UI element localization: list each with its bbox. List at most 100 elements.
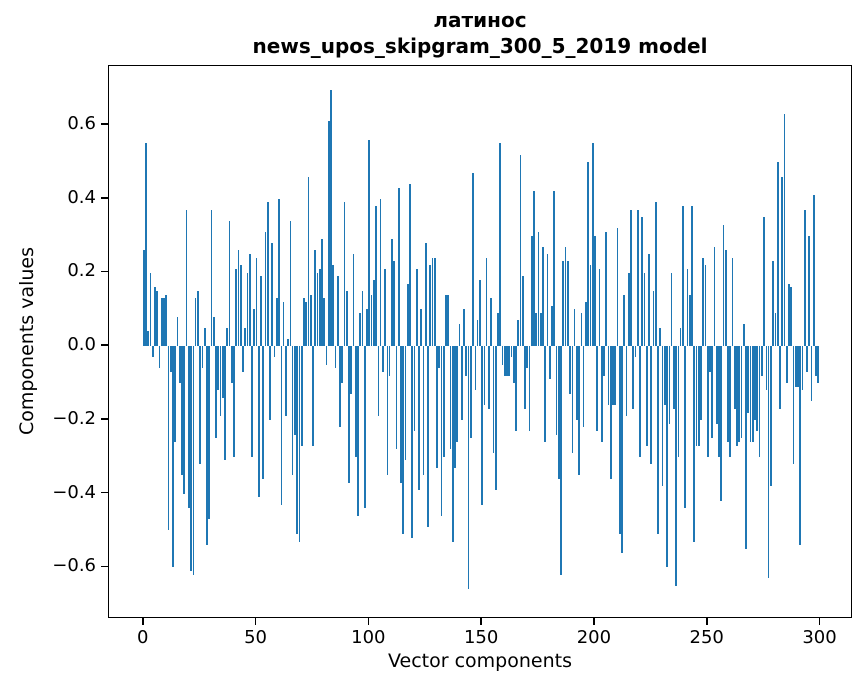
bar-component-60: [278, 198, 280, 347]
bar-component-207: [609, 346, 612, 479]
bar-component-181: [551, 305, 553, 347]
bar-component-168: [521, 276, 524, 347]
bar-component-230: [661, 346, 664, 487]
bar-component-287: [790, 287, 793, 347]
bar-component-125: [424, 243, 427, 347]
chart-title-model: news_upos_skipgram_300_5_2019 model: [252, 34, 708, 58]
y-tick-mark: [101, 344, 108, 346]
bar-component-219: [636, 209, 639, 347]
bar-component-19: [185, 209, 188, 347]
bar-component-185: [560, 346, 562, 575]
bar-component-216: [630, 209, 632, 347]
bar-component-299: [817, 346, 820, 384]
y-tick-mark: [101, 196, 108, 199]
bar-component-131: [438, 346, 441, 369]
bar-component-147: [474, 346, 477, 391]
chart-title: латинос news_upos_skipgram_300_5_2019 mo…: [108, 7, 852, 59]
bar-component-59: [275, 298, 278, 347]
bar-component-18: [183, 346, 186, 494]
bar-component-74: [309, 294, 312, 347]
bar-component-186: [562, 261, 565, 347]
bar-component-282: [779, 346, 781, 409]
bar-component-269: [749, 346, 752, 443]
bar-component-90: [345, 290, 348, 347]
bar-component-67: [294, 346, 296, 435]
bar-component-262: [733, 346, 736, 409]
bar-component-193: [578, 346, 580, 476]
bar-component-35: [221, 346, 224, 398]
bar-component-258: [724, 250, 727, 347]
bar-component-272: [756, 346, 759, 431]
bar-component-41: [235, 268, 238, 347]
bar-component-44: [242, 346, 244, 372]
x-tick-label: 200: [576, 627, 612, 648]
bar-component-290: [797, 346, 799, 387]
bar-component-244: [693, 346, 696, 542]
bar-component-3: [149, 272, 152, 347]
bar-component-142: [463, 309, 465, 347]
bar-component-184: [557, 346, 560, 479]
bar-component-253: [713, 246, 716, 347]
bar-component-156: [494, 346, 497, 490]
x-tick-mark: [593, 618, 595, 625]
bar-component-51: [257, 346, 260, 498]
bar-component-107: [384, 268, 386, 347]
bar-component-222: [643, 272, 646, 347]
bar-component-77: [316, 272, 319, 347]
bar-component-172: [530, 235, 533, 347]
bar-component-2: [147, 331, 150, 347]
bar-component-220: [639, 346, 641, 457]
bar-component-124: [422, 346, 425, 476]
bar-component-15: [176, 316, 179, 347]
bar-component-273: [758, 346, 761, 457]
bar-component-261: [731, 257, 734, 347]
bar-component-14: [174, 346, 177, 443]
bar-component-55: [266, 202, 269, 347]
bar-component-192: [576, 346, 578, 420]
bar-component-66: [291, 346, 294, 476]
y-tick-label: −0.4: [52, 481, 96, 503]
bar-component-264: [738, 346, 741, 443]
x-tick-label: 100: [351, 627, 386, 648]
bar-component-257: [722, 224, 725, 347]
bar-component-79: [321, 239, 323, 347]
bar-component-115: [402, 346, 405, 535]
bar-component-194: [580, 313, 583, 347]
bar-component-183: [555, 346, 558, 435]
bar-component-47: [248, 254, 251, 347]
bar-component-206: [607, 346, 610, 406]
bar-component-214: [625, 346, 628, 417]
bar-component-155: [492, 346, 495, 454]
bar-component-265: [740, 346, 743, 439]
bar-component-8: [160, 298, 163, 347]
bar-component-210: [616, 228, 619, 347]
bar-component-71: [303, 298, 305, 347]
bar-component-229: [659, 327, 662, 347]
bar-component-199: [591, 143, 594, 347]
y-axis-label: Components values: [16, 246, 38, 436]
bar-component-191: [573, 309, 576, 347]
bar-component-283: [781, 176, 784, 347]
chart-title-word: латинос: [433, 8, 527, 32]
bar-component-42: [237, 250, 240, 347]
bar-component-198: [589, 265, 592, 347]
bar-component-5: [154, 287, 156, 347]
bar-component-26: [201, 346, 204, 369]
bar-component-49: [253, 309, 256, 347]
bar-component-85: [334, 346, 337, 369]
bar-component-10: [165, 294, 168, 347]
bar-component-250: [706, 346, 709, 457]
bar-component-48: [251, 346, 253, 457]
bar-component-278: [770, 346, 772, 487]
bar-component-247: [700, 346, 702, 420]
bar-component-167: [519, 154, 522, 347]
bar-component-159: [501, 346, 504, 365]
bar-component-1: [145, 143, 147, 347]
bar-component-84: [332, 265, 335, 347]
bar-component-275: [763, 217, 765, 347]
y-tick-mark: [101, 418, 108, 420]
y-tick-label: −0.2: [52, 407, 96, 429]
bar-component-34: [219, 346, 222, 417]
bar-component-286: [788, 283, 790, 347]
bar-component-22: [192, 346, 195, 575]
